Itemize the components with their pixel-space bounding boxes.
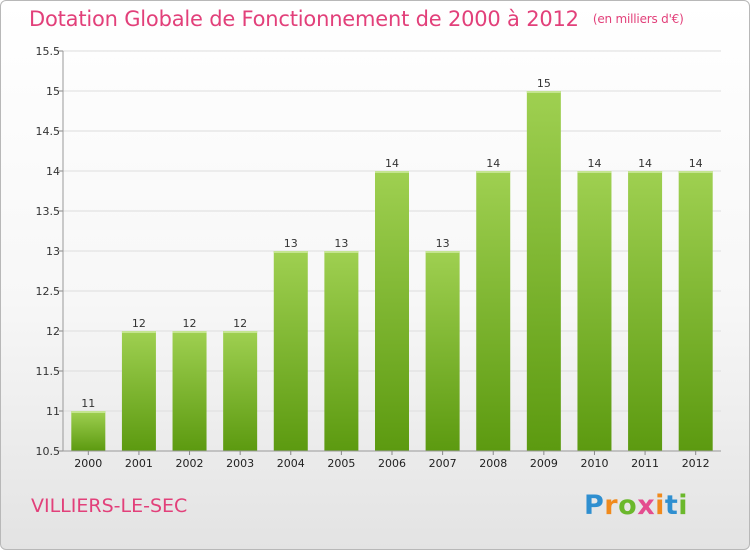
y-tick-label: 14 xyxy=(46,165,60,178)
data-label: 13 xyxy=(436,237,450,250)
x-tick-label: 2006 xyxy=(378,457,406,470)
commune-name: VILLIERS-LE-SEC xyxy=(31,495,188,517)
x-tick-label: 2008 xyxy=(479,457,507,470)
labels: 10.5 11 11.5 12 12.5 13 13.5 14 14.5 15 15.5 11 2000… xyxy=(36,45,710,470)
bar xyxy=(628,171,663,451)
bar-highlight xyxy=(375,171,409,173)
data-label: 13 xyxy=(284,237,298,250)
bar xyxy=(577,171,612,451)
y-tick-label: 11.5 xyxy=(36,365,61,378)
y-tick-label: 10.5 xyxy=(36,445,61,458)
chart-title: Dotation Globale de Fonctionnement de 20… xyxy=(29,7,684,31)
bar xyxy=(425,251,460,451)
proxiti-logo[interactable]: Proxiti xyxy=(584,490,688,521)
logo-letter: r xyxy=(604,490,619,521)
data-label: 15 xyxy=(537,77,551,90)
y-tick-label: 13 xyxy=(46,245,60,258)
x-tick-label: 2010 xyxy=(580,457,608,470)
bar xyxy=(121,331,156,451)
y-tick-label: 14.5 xyxy=(36,125,61,138)
chart-title-text: Dotation Globale de Fonctionnement de 20… xyxy=(29,7,579,31)
data-label: 12 xyxy=(132,317,146,330)
bar xyxy=(172,331,207,451)
bar-highlight xyxy=(526,91,561,93)
bar-highlight xyxy=(71,411,106,413)
bar-highlight xyxy=(324,251,359,253)
bar-highlight xyxy=(678,171,713,173)
logo-letter: t xyxy=(664,490,679,521)
bar xyxy=(526,91,561,451)
data-label: 14 xyxy=(689,157,703,170)
bar xyxy=(273,251,308,451)
logo-letter: x xyxy=(637,490,656,521)
x-tick-label: 2001 xyxy=(125,457,153,470)
x-tick-label: 2005 xyxy=(327,457,355,470)
x-tick-label: 2007 xyxy=(429,457,457,470)
logo-letter: o xyxy=(618,490,638,521)
data-label: 11 xyxy=(81,397,95,410)
bar-highlight xyxy=(628,171,663,173)
logo-letter: i xyxy=(655,490,665,521)
y-tick-label: 13.5 xyxy=(36,205,61,218)
x-tick-label: 2012 xyxy=(682,457,710,470)
unit-label: (en milliers d'€) xyxy=(592,12,684,26)
bar-highlight xyxy=(172,331,207,333)
bar-highlight xyxy=(121,331,156,333)
bar xyxy=(678,171,713,451)
data-label: 12 xyxy=(233,317,247,330)
data-label: 14 xyxy=(587,157,601,170)
bar-highlight xyxy=(476,171,511,173)
x-tick-label: 2009 xyxy=(530,457,558,470)
bar-highlight xyxy=(223,331,258,333)
bar xyxy=(375,171,409,451)
x-tick-label: 2002 xyxy=(176,457,204,470)
bar xyxy=(476,171,511,451)
bar-highlight xyxy=(425,251,460,253)
y-tick-label: 15.5 xyxy=(36,45,61,58)
y-tick-label: 11 xyxy=(46,405,60,418)
data-label: 14 xyxy=(638,157,652,170)
data-label: 14 xyxy=(385,157,399,170)
data-label: 12 xyxy=(183,317,197,330)
data-label: 13 xyxy=(334,237,348,250)
bar xyxy=(324,251,359,451)
x-tick-label: 2003 xyxy=(226,457,254,470)
y-tick-label: 15 xyxy=(46,85,60,98)
logo-letter: P xyxy=(584,490,605,521)
x-tick-label: 2011 xyxy=(631,457,659,470)
bar xyxy=(71,411,106,451)
y-tick-label: 12.5 xyxy=(36,285,61,298)
bar-highlight xyxy=(273,251,308,253)
x-tick-label: 2004 xyxy=(277,457,305,470)
y-tick-label: 12 xyxy=(46,325,60,338)
data-label: 14 xyxy=(486,157,500,170)
axes xyxy=(59,50,721,455)
x-tick-label: 2000 xyxy=(74,457,102,470)
bar xyxy=(223,331,258,451)
bar-highlight xyxy=(577,171,612,173)
logo-letter: i xyxy=(678,490,689,521)
bars xyxy=(71,91,713,451)
